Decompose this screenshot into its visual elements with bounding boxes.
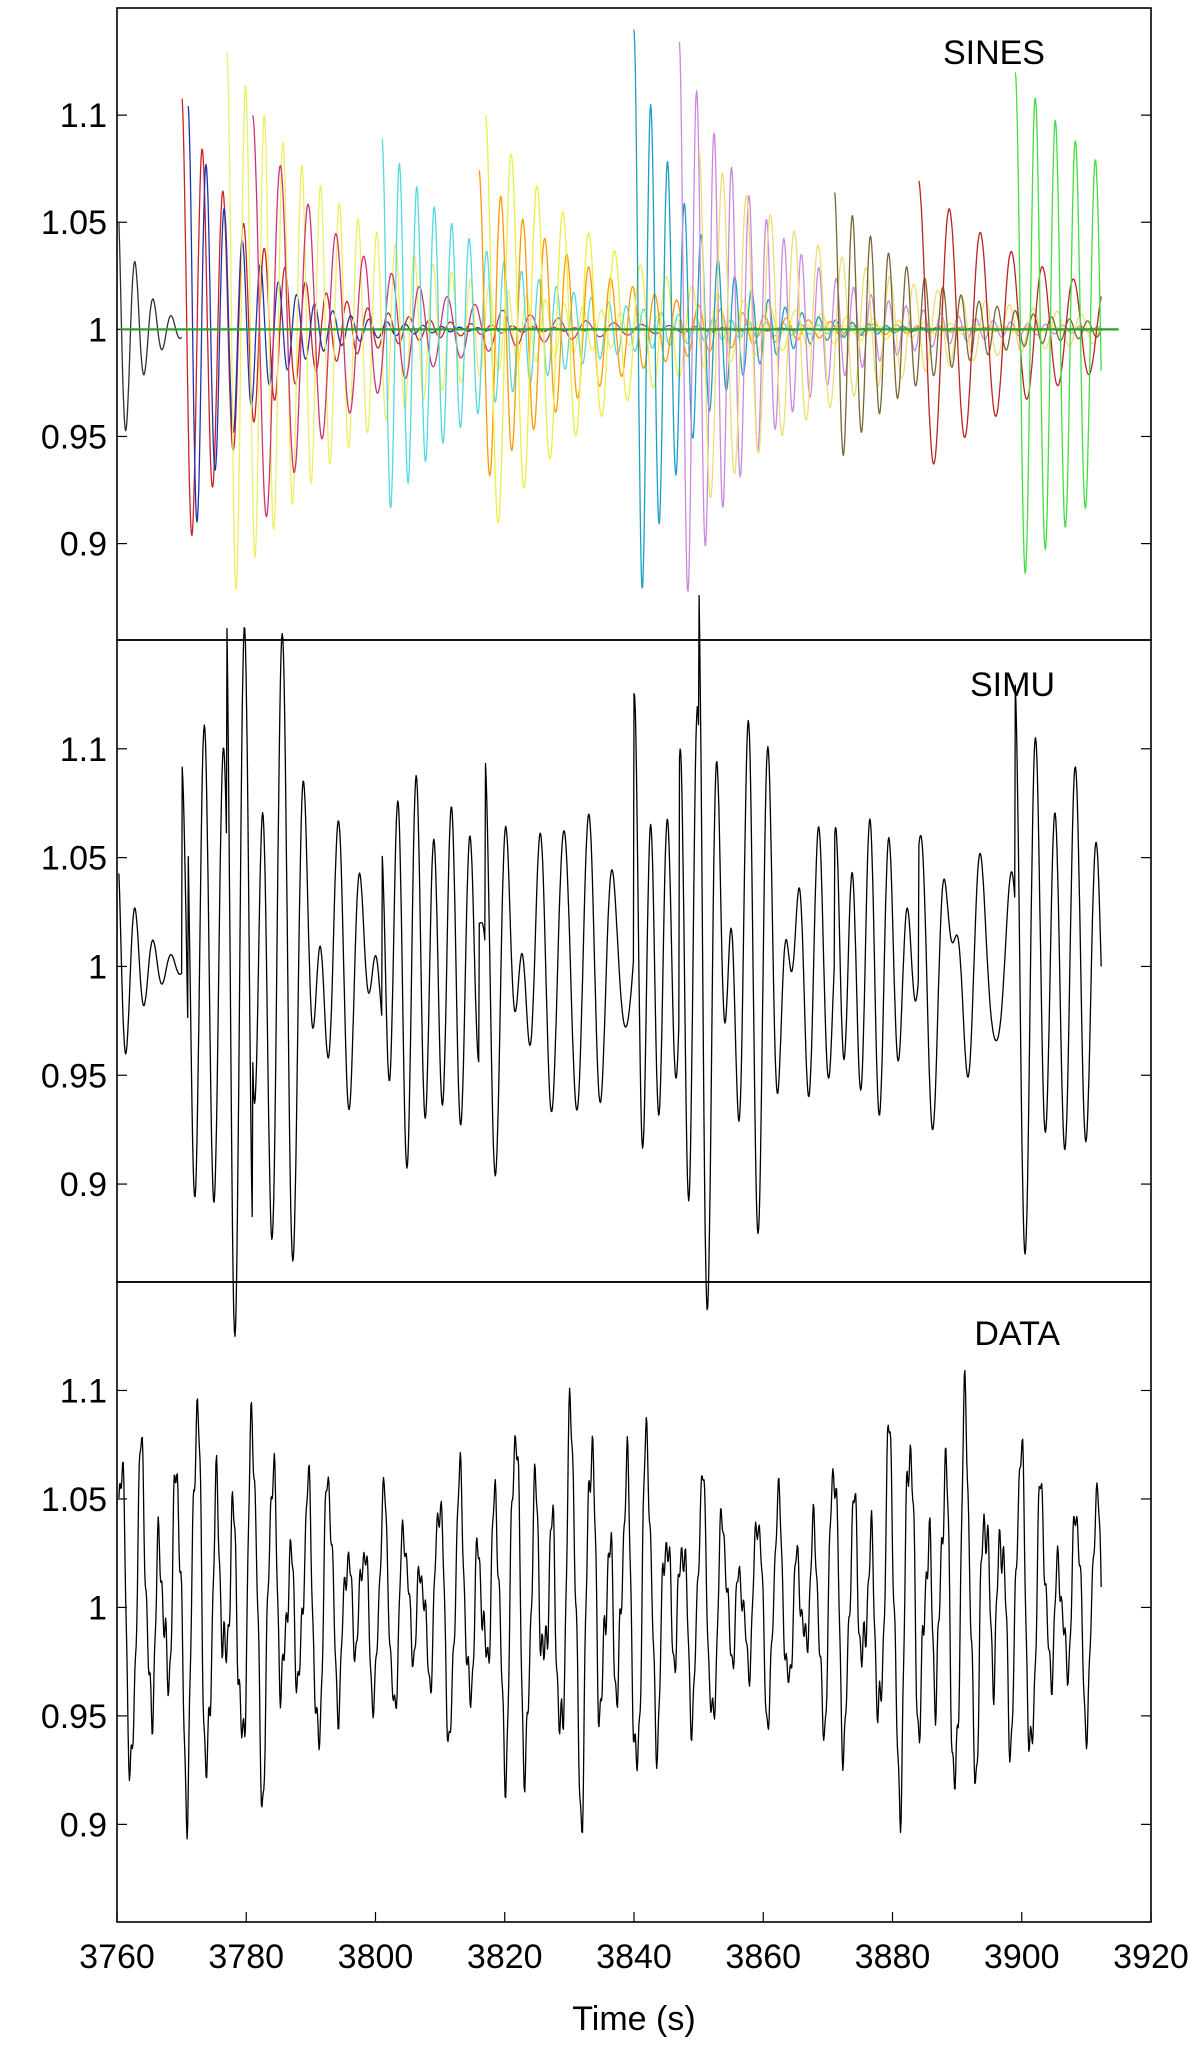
x-tick-label: 3800 — [338, 1938, 414, 1976]
x-tick-label: 3860 — [725, 1938, 801, 1976]
y-axis-sines: 0.9 0.95 1 1.05 1.1 — [41, 97, 1151, 564]
traces-sines — [118, 29, 1119, 593]
series-line-sine-14 — [1014, 72, 1102, 574]
x-tick-label: 3880 — [855, 1938, 931, 1976]
y-tick-label: 0.95 — [41, 1057, 107, 1095]
x-axis: 3760 3780 3800 3820 3840 3860 3880 3900 3920 — [79, 1912, 1189, 1976]
x-axis-label: Time (s) — [572, 2000, 695, 2038]
y-tick-label: 1.1 — [60, 97, 107, 135]
x-tick-label: 3760 — [79, 1938, 155, 1976]
y-tick-label: 1.1 — [60, 731, 107, 769]
panel-title-sines: SINES — [943, 34, 1045, 72]
y-axis-simu: 0.9 0.95 1 1.05 1.1 — [41, 731, 1151, 1204]
y-tick-label: 1.1 — [60, 1372, 107, 1410]
y-tick-label: 1.05 — [41, 204, 107, 242]
panel-simu: SIMU 0.9 0.95 1 1.05 1.1 — [41, 594, 1152, 1337]
panel-data: DATA 0.9 0.95 1 1.05 1.1 3760 3780 3800 3820 384… — [41, 1281, 1189, 2038]
y-tick-label: 0.95 — [41, 1698, 107, 1736]
y-tick-label: 0.9 — [60, 1806, 107, 1844]
traces-simu — [118, 594, 1102, 1337]
panel-title-simu: SIMU — [970, 666, 1055, 704]
panel-title-data: DATA — [974, 1315, 1060, 1353]
y-tick-label: 0.95 — [41, 418, 107, 456]
series-line-sine-12 — [834, 192, 1102, 457]
y-axis-data: 0.9 0.95 1 1.05 1.1 — [41, 1372, 1151, 1844]
x-tick-label: 3840 — [596, 1938, 672, 1976]
y-tick-label: 1.05 — [41, 1481, 107, 1519]
series-line-simu — [118, 594, 1102, 1337]
x-tick-label: 3820 — [467, 1938, 543, 1976]
series-line-data — [118, 1369, 1102, 1840]
y-tick-label: 0.9 — [60, 1166, 107, 1204]
x-tick-label: 3920 — [1113, 1938, 1189, 1976]
series-line-sine-8 — [484, 115, 1102, 524]
panel-sines: SINES 0.9 0.95 1 1.05 1.1 — [41, 7, 1152, 641]
series-line-sine-1 — [118, 221, 183, 432]
y-tick-label: 1 — [88, 948, 107, 986]
x-tick-label: 3780 — [208, 1938, 284, 1976]
y-tick-label: 1.05 — [41, 840, 107, 878]
series-line-sine-10 — [678, 41, 1102, 593]
x-tick-label: 3900 — [984, 1938, 1060, 1976]
y-tick-label: 1 — [88, 1589, 107, 1627]
y-tick-label: 1 — [88, 311, 107, 349]
y-tick-label: 0.9 — [60, 526, 107, 564]
traces-data — [118, 1369, 1102, 1840]
